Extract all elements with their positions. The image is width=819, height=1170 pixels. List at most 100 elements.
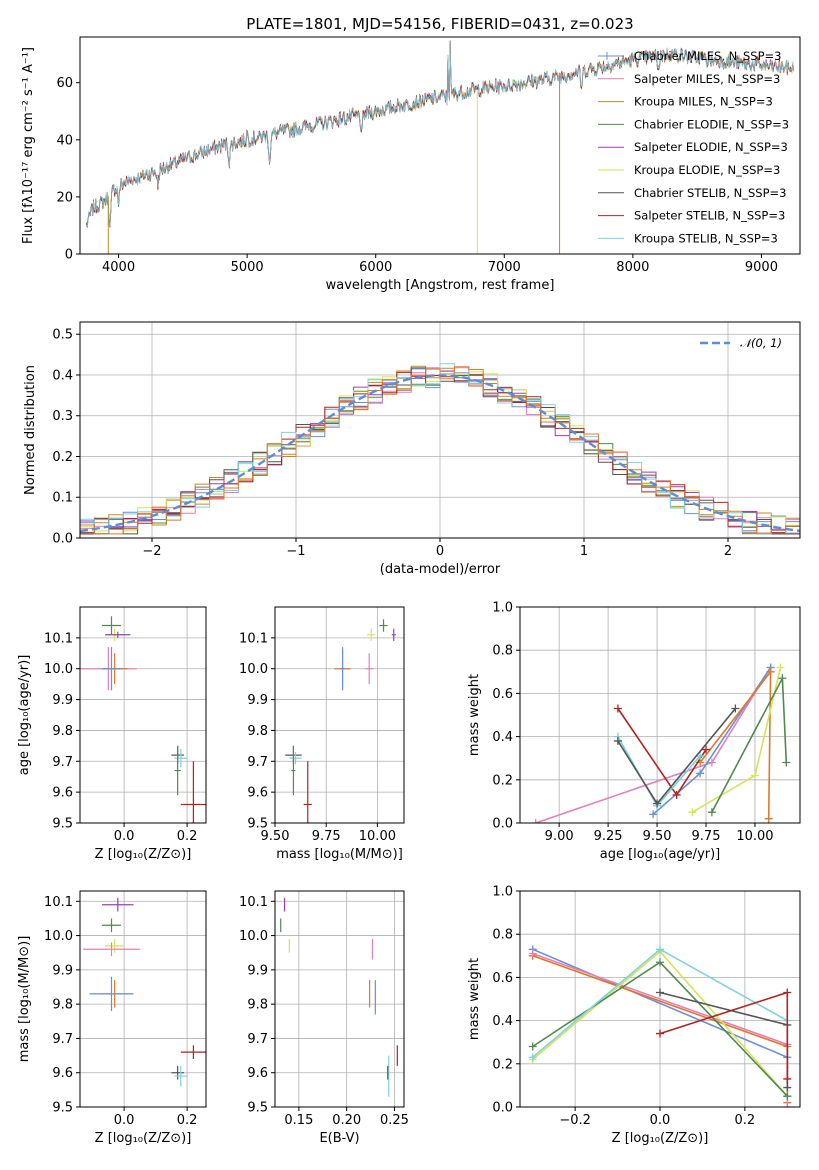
- mass-weight-marker: [688, 808, 697, 817]
- mass-weight-marker: [783, 1074, 792, 1083]
- y-axis-label: mass [log₁₀(M/M⊙)]: [17, 936, 32, 1063]
- y-tick-label: 0.8: [492, 928, 513, 943]
- y-tick-label: 0.8: [492, 644, 513, 659]
- x-tick-label: 7000: [488, 260, 521, 275]
- y-tick-label: 9.5: [52, 1101, 73, 1116]
- legend-label: Kroupa STELIB, N_SSP=3: [634, 231, 778, 245]
- y-tick-label: 10.0: [239, 929, 268, 944]
- plot-area-mass_vs_ebv: [280, 897, 398, 1097]
- y-tick-label: 9.6: [52, 786, 73, 801]
- axes-frame: [79, 606, 207, 824]
- mass-weight-marker: [696, 769, 705, 778]
- mass-weight-marker: [649, 810, 658, 819]
- y-tick-label: 9.8: [247, 724, 268, 739]
- mass-weight-marker: [696, 752, 705, 761]
- y-tick-label: 9.7: [52, 755, 73, 770]
- y-tick-label: 0.2: [492, 1057, 513, 1072]
- y-tick-label: 1.0: [492, 885, 513, 900]
- y-tick-label: 9.7: [247, 1032, 268, 1047]
- axes-frame: [79, 321, 801, 539]
- legend-label: Chabrier STELIB, N_SSP=3: [634, 186, 786, 200]
- y-tick-label: 9.5: [52, 817, 73, 832]
- spectrum-line: [86, 42, 794, 227]
- legend-label: Salpeter MILES, N_SSP=3: [634, 72, 780, 86]
- mass-weight-marker: [750, 771, 759, 780]
- y-tick-label: 0.4: [492, 1014, 513, 1029]
- legend-label: Chabrier ELODIE, N_SSP=3: [634, 117, 789, 131]
- mass-weight-series: [652, 667, 772, 816]
- x-tick-label: 6000: [359, 260, 392, 275]
- x-axis-label: Z [log₁₀(Z/Z⊙)]: [95, 847, 192, 862]
- mass-weight-marker: [707, 808, 716, 817]
- y-tick-label: 9.6: [52, 1066, 73, 1081]
- plot-area-spectrum: [86, 40, 794, 254]
- mass-weight-marker: [783, 1092, 792, 1101]
- plot-area-age_vs_Z: [80, 616, 206, 823]
- y-tick-label: 60: [56, 76, 73, 91]
- plots-layer: 4000 5000 6000 7000 8000 90000204060wavelengt…: [17, 36, 801, 1146]
- x-tick-label: 10.00: [359, 829, 396, 844]
- y-axis-label: Flux [fλ10⁻¹⁷ erg cm⁻² s⁻¹ A⁻¹]: [21, 47, 36, 244]
- axes-frame: [519, 890, 801, 1108]
- mass-weight-marker: [528, 949, 537, 958]
- x-tick-label: 0.2: [735, 1113, 756, 1128]
- axes-residuals: −2 −1 0 1 2 0.0 0.1 0.2 0.3 0.4 0.5 (data-model)/er…: [23, 321, 801, 577]
- mass-weight-marker: [656, 945, 664, 954]
- y-tick-label: 9.9: [247, 693, 268, 708]
- x-tick-label: 1: [580, 544, 588, 559]
- y-axis-label: mass weight: [467, 674, 482, 756]
- x-tick-label: 8000: [616, 260, 649, 275]
- x-tick-label: 0.20: [332, 1113, 361, 1128]
- plot-area-mass_weight_vs_age: [531, 663, 791, 823]
- x-tick-label: −0.2: [559, 1113, 591, 1128]
- y-tick-label: 10.1: [44, 895, 73, 910]
- x-tick-label: 9.75: [692, 829, 721, 844]
- mass-weight-marker: [528, 1042, 537, 1051]
- mass-weight-marker: [656, 988, 664, 997]
- y-tick-label: 10.1: [239, 631, 268, 646]
- y-tick-label: 10.1: [239, 895, 268, 910]
- y-tick-label: 0.5: [52, 328, 73, 343]
- mass-weight-series: [691, 667, 782, 813]
- mass-weight-marker: [531, 819, 540, 823]
- y-tick-label: 0.4: [52, 368, 73, 383]
- y-tick-label: 20: [56, 190, 73, 205]
- axes-frame: [274, 890, 405, 1108]
- y-tick-label: 9.5: [247, 817, 268, 832]
- legend-label: Salpeter STELIB, N_SSP=3: [634, 209, 785, 223]
- y-tick-label: 10.0: [44, 662, 73, 677]
- y-tick-label: 0.2: [492, 773, 513, 788]
- axes-frame: [79, 890, 207, 1108]
- y-tick-label: 0.3: [52, 409, 73, 424]
- legend-marker: [603, 52, 611, 60]
- x-tick-label: 9.00: [545, 829, 574, 844]
- legend-label: Salpeter ELODIE, N_SSP=3: [634, 140, 788, 154]
- x-tick-label: 0.2: [177, 829, 198, 844]
- x-tick-label: 0.0: [650, 1113, 671, 1128]
- mass-weight-marker: [528, 1053, 537, 1062]
- mass-weight-marker: [782, 758, 791, 767]
- mass-weight-marker: [702, 745, 711, 754]
- y-tick-label: 0.0: [492, 1101, 513, 1116]
- mass-weight-marker: [613, 704, 622, 713]
- y-tick-label: 9.6: [247, 786, 268, 801]
- axes-mass_weight_vs_age: 9.00 9.25 9.50 9.75 10.00 0.0 0.2 0.4 0.6 0.8 1.0 a…: [467, 601, 801, 862]
- y-tick-label: 9.6: [247, 1066, 268, 1081]
- x-tick-label: −2: [142, 544, 161, 559]
- y-tick-label: 0.0: [492, 817, 513, 832]
- mass-weight-marker: [766, 667, 775, 676]
- x-tick-label: 9.50: [643, 829, 672, 844]
- mass-weight-series: [617, 736, 701, 808]
- x-tick-label: 0.25: [380, 1113, 409, 1128]
- x-tick-label: 4000: [102, 260, 135, 275]
- mass-weight-marker: [731, 704, 740, 713]
- figure-title: PLATE=1801, MJD=54156, FIBERID=0431, z=0…: [246, 15, 633, 33]
- axes-spectrum: 4000 5000 6000 7000 8000 9000 0 20 40 60 wavelengt…: [21, 36, 801, 293]
- mass-weight-marker: [613, 736, 622, 745]
- x-axis-label: age [log₁₀(age/yr)]: [600, 847, 721, 862]
- histogram-series: [80, 366, 800, 535]
- axes-age_vs_Z: 0.0 0.2 9.5 9.6 9.7 9.8 9.9 10.0 10.1 Z [log₁₀(Z/…: [17, 606, 207, 862]
- y-tick-label: 9.9: [52, 963, 73, 978]
- x-tick-label: 9.25: [594, 829, 623, 844]
